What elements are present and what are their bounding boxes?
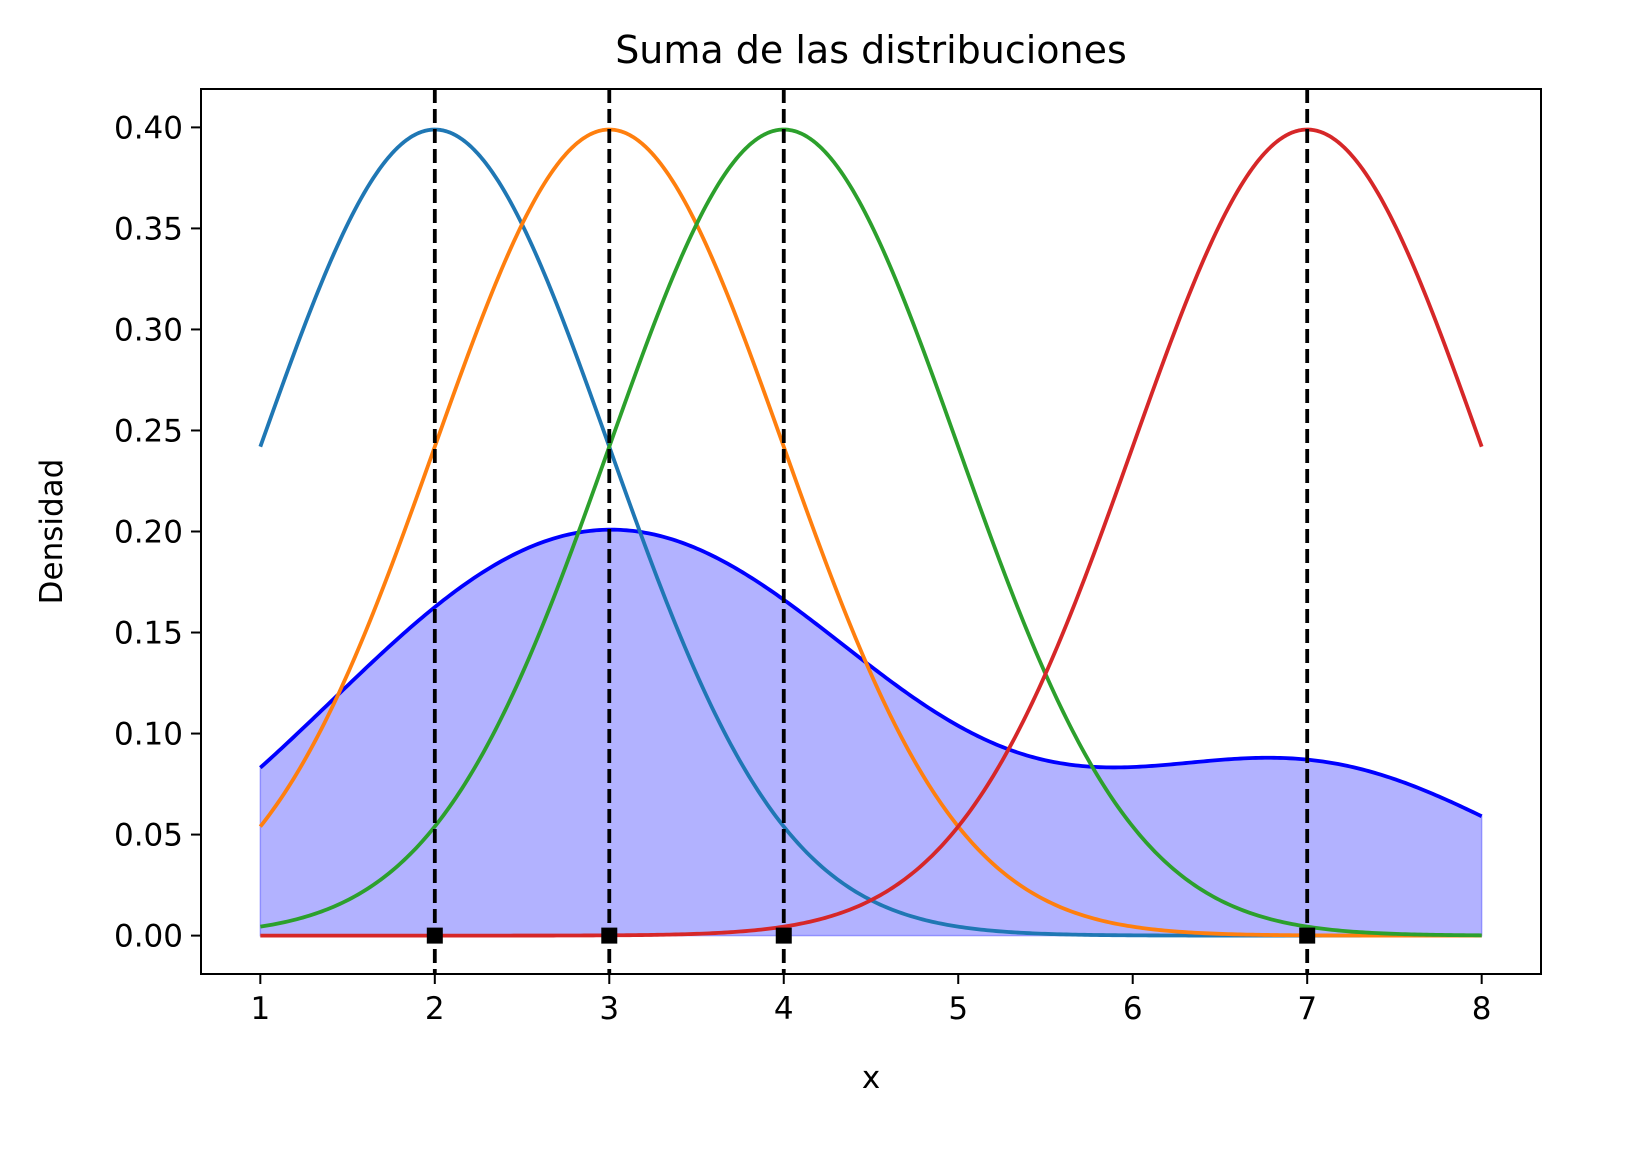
y-axis-label: Densidad: [34, 459, 70, 605]
y-tick-label: 0.35: [114, 211, 183, 247]
y-tick-label: 0.30: [114, 312, 183, 348]
marker-2: [426, 927, 443, 944]
y-axis: 0.00 0.05 0.10 0.15 0.20 0.25 0.30 0.35 0.40: [114, 110, 201, 955]
x-tick-label: 7: [1297, 991, 1317, 1027]
x-tick-label: 1: [250, 991, 270, 1027]
x-tick-label: 3: [599, 991, 619, 1027]
marker-3: [601, 927, 618, 944]
normal-curve-3: [258, 127, 1482, 938]
x-tick-label: 5: [948, 991, 968, 1027]
plot-area: [259, 528, 1483, 937]
chart-title: Suma de las distribuciones: [615, 28, 1127, 72]
series-layer: [258, 127, 1484, 938]
y-tick-label: 0.00: [114, 919, 183, 955]
y-tick-label: 0.10: [114, 717, 183, 753]
y-tick-label: 0.05: [114, 818, 183, 854]
y-tick-label: 0.20: [114, 515, 183, 551]
y-tick-label: 0.15: [114, 616, 183, 652]
normal-curve-4: [260, 127, 1482, 938]
marker-4: [775, 927, 792, 944]
marker-7: [1299, 927, 1316, 944]
x-axis: 1 2 3 4 5 6 7 8: [250, 974, 1492, 1027]
density-area: [259, 528, 1483, 937]
x-tick-label: 8: [1472, 991, 1492, 1027]
x-tick-label: 6: [1123, 991, 1143, 1027]
density-line: [259, 527, 1483, 818]
vertical-lines: [432, 89, 1310, 974]
x-axis-label: x: [862, 1060, 880, 1096]
normal-curve-7: [260, 127, 1484, 938]
y-tick-label: 0.25: [114, 413, 183, 449]
markers: [426, 927, 1316, 944]
x-tick-label: 2: [425, 991, 445, 1027]
y-tick-label: 0.40: [114, 110, 183, 146]
x-tick-label: 4: [774, 991, 794, 1027]
